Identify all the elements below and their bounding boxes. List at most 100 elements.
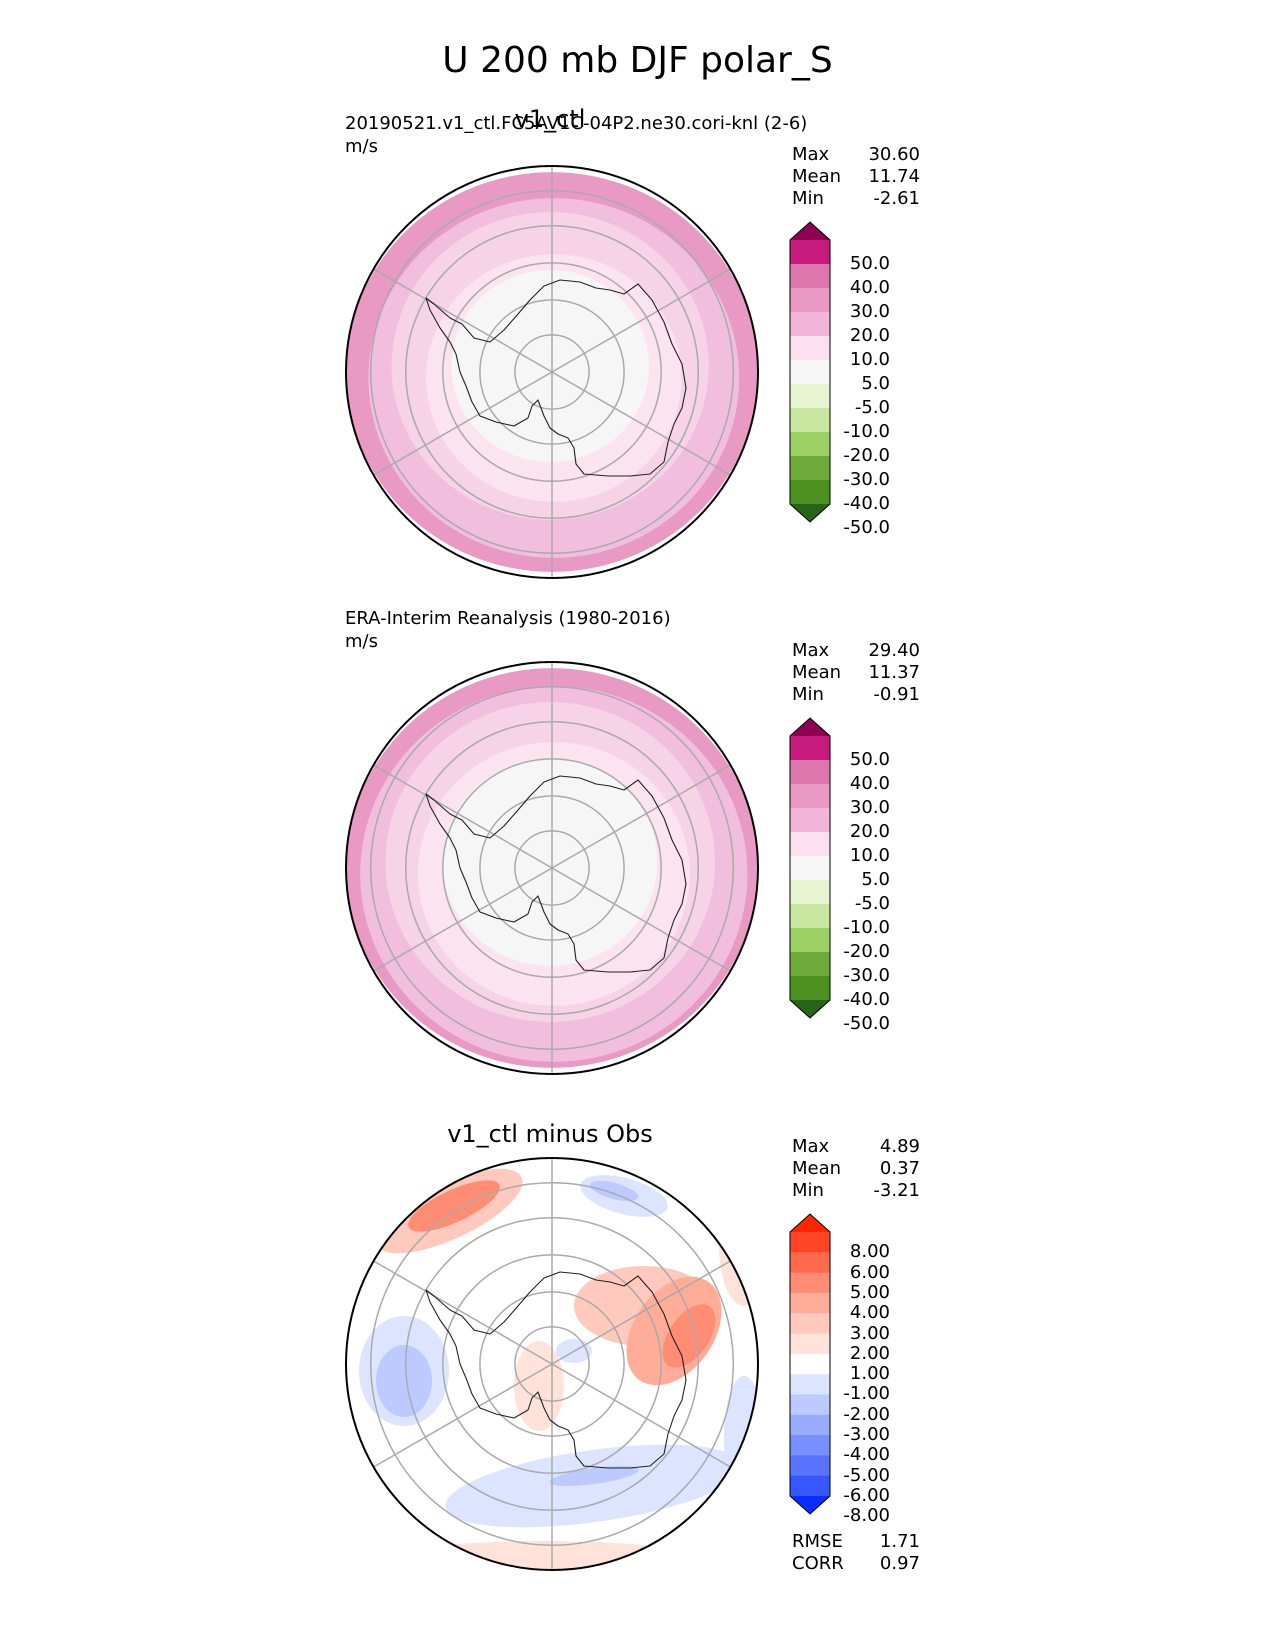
colorbar-outline — [789, 221, 831, 523]
colorbar-segment — [790, 1435, 830, 1456]
colorbar-segment — [790, 288, 830, 313]
panel-1-title: v1_ctl — [514, 105, 586, 133]
contour-region — [662, 1304, 716, 1368]
colorbar-tick-label: 1.00 — [849, 1363, 890, 1385]
colorbar-segment — [790, 808, 830, 833]
panel-1-colorbar — [789, 221, 831, 523]
colorbar-segment — [790, 952, 830, 977]
colorbar-extend-min — [790, 1496, 830, 1514]
colorbar-segment — [790, 408, 830, 433]
max-value: 4.89 — [879, 1136, 920, 1157]
colorbar-segment — [790, 360, 830, 385]
colorbar-tick-label: 30.0 — [849, 301, 890, 322]
antarctica-coastline — [425, 1271, 687, 1469]
field — [346, 1158, 758, 1570]
max-value: 30.60 — [868, 144, 920, 165]
panel-3-metrics: RMSE 1.71 CORR 0.97 — [792, 1531, 920, 1575]
panel-3-colorbar — [789, 1213, 831, 1515]
colorbar-segment — [790, 432, 830, 457]
colorbar-segment — [790, 240, 830, 265]
colorbar-segment — [790, 336, 830, 361]
colorbar-segment — [790, 1232, 830, 1253]
colorbar-segment — [790, 904, 830, 929]
colorbar-segment — [790, 1333, 830, 1355]
colorbar-tick-label: 20.0 — [849, 821, 890, 842]
panel-1-stats: Max 30.60 Mean 11.74 Min -2.61 — [792, 144, 920, 210]
panel-1-subtitle: 20190521.v1_ctl.FC5AV1C-04P2.ne30.cori-k… — [345, 113, 808, 134]
colorbar-tick-label: 5.0 — [861, 869, 890, 890]
colorbar-tick-label: -30.0 — [843, 965, 890, 986]
max-label: Max — [792, 144, 830, 165]
colorbar-tick-label: -2.00 — [843, 1403, 890, 1425]
colorbar-tick-label: -5.00 — [843, 1464, 890, 1486]
colorbar-tick-label: -20.0 — [843, 445, 890, 466]
meridian-line — [551, 764, 731, 869]
colorbar-tick-label: -30.0 — [843, 469, 890, 490]
colorbar-tick-label: -3.00 — [843, 1424, 890, 1446]
min-value: -3.21 — [873, 1180, 920, 1201]
colorbar-tick-label: 50.0 — [849, 253, 890, 274]
colorbar-segment — [790, 856, 830, 881]
corr-label: CORR — [792, 1553, 844, 1574]
colorbar-extend-min — [790, 504, 830, 522]
colorbar-tick-label: -4.00 — [843, 1444, 890, 1466]
colorbar-tick-label: -50.0 — [843, 1013, 890, 1034]
colorbar-tick-label: -10.0 — [843, 421, 890, 442]
meridian-line — [551, 1363, 731, 1468]
colorbar-extend-max — [790, 718, 830, 736]
meridian-line — [551, 867, 731, 972]
colorbar-segment — [790, 456, 830, 481]
map-boundary — [345, 1157, 759, 1571]
colorbar-segment — [790, 1272, 830, 1294]
colorbar-tick-label: 40.0 — [849, 773, 890, 794]
min-value: -2.61 — [873, 188, 920, 209]
mean-label: Mean — [792, 662, 842, 683]
colorbar-outline — [789, 717, 831, 1019]
figure-title: U 200 mb DJF polar_S — [442, 40, 833, 81]
map-boundary — [345, 165, 759, 579]
min-value: -0.91 — [873, 684, 920, 705]
meridian-line — [551, 1260, 731, 1365]
mean-value: 11.74 — [868, 166, 920, 187]
panel-3-stats: Max 4.89 Mean 0.37 Min -3.21 — [792, 1136, 920, 1202]
colorbar-segment — [790, 1455, 830, 1477]
colorbar-segment — [790, 880, 830, 905]
meridian-line — [551, 268, 731, 373]
colorbar-tick-label: 8.00 — [849, 1241, 890, 1263]
colorbar-extend-max — [790, 222, 830, 240]
contour-region — [549, 1465, 639, 1487]
field — [346, 166, 758, 578]
colorbar-segment — [790, 480, 830, 505]
colorbar-tick-label: 5.00 — [849, 1281, 890, 1303]
colorbar-segment — [790, 1475, 830, 1497]
colorbar-tick-label: 40.0 — [849, 277, 890, 298]
mean-value: 11.37 — [868, 662, 920, 683]
meridian-line — [551, 371, 731, 476]
max-label: Max — [792, 640, 830, 661]
mean-value: 0.37 — [879, 1158, 920, 1179]
panel-1-polar-map — [345, 165, 759, 579]
colorbar-extend-max — [790, 1214, 830, 1232]
rmse-value: 1.71 — [879, 1531, 920, 1552]
mean-label: Mean — [792, 166, 842, 187]
max-label: Max — [792, 1136, 830, 1157]
panel-2-polar-map — [345, 661, 759, 1075]
colorbar-tick-label: -10.0 — [843, 917, 890, 938]
map-boundary — [345, 661, 759, 1075]
colorbar-tick-label: -8.00 — [843, 1505, 890, 1527]
corr-value: 0.97 — [879, 1553, 920, 1574]
colorbar-tick-label: 5.0 — [861, 373, 890, 394]
colorbar-tick-label: 3.00 — [849, 1322, 890, 1344]
contour-band — [451, 270, 650, 462]
colorbar-segment — [790, 1252, 830, 1274]
panel-3-polar-map — [345, 1157, 759, 1571]
colorbar-segment — [790, 976, 830, 1001]
colorbar-segment — [790, 784, 830, 809]
mean-label: Mean — [792, 1158, 842, 1179]
colorbar-tick-label: 50.0 — [849, 749, 890, 770]
rmse-label: RMSE — [792, 1531, 843, 1552]
meridian-line — [373, 268, 553, 373]
colorbar-tick-label: 4.00 — [849, 1302, 890, 1324]
colorbar-segment — [790, 312, 830, 337]
panel-2-stats: Max 29.40 Mean 11.37 Min -0.91 — [792, 640, 920, 706]
